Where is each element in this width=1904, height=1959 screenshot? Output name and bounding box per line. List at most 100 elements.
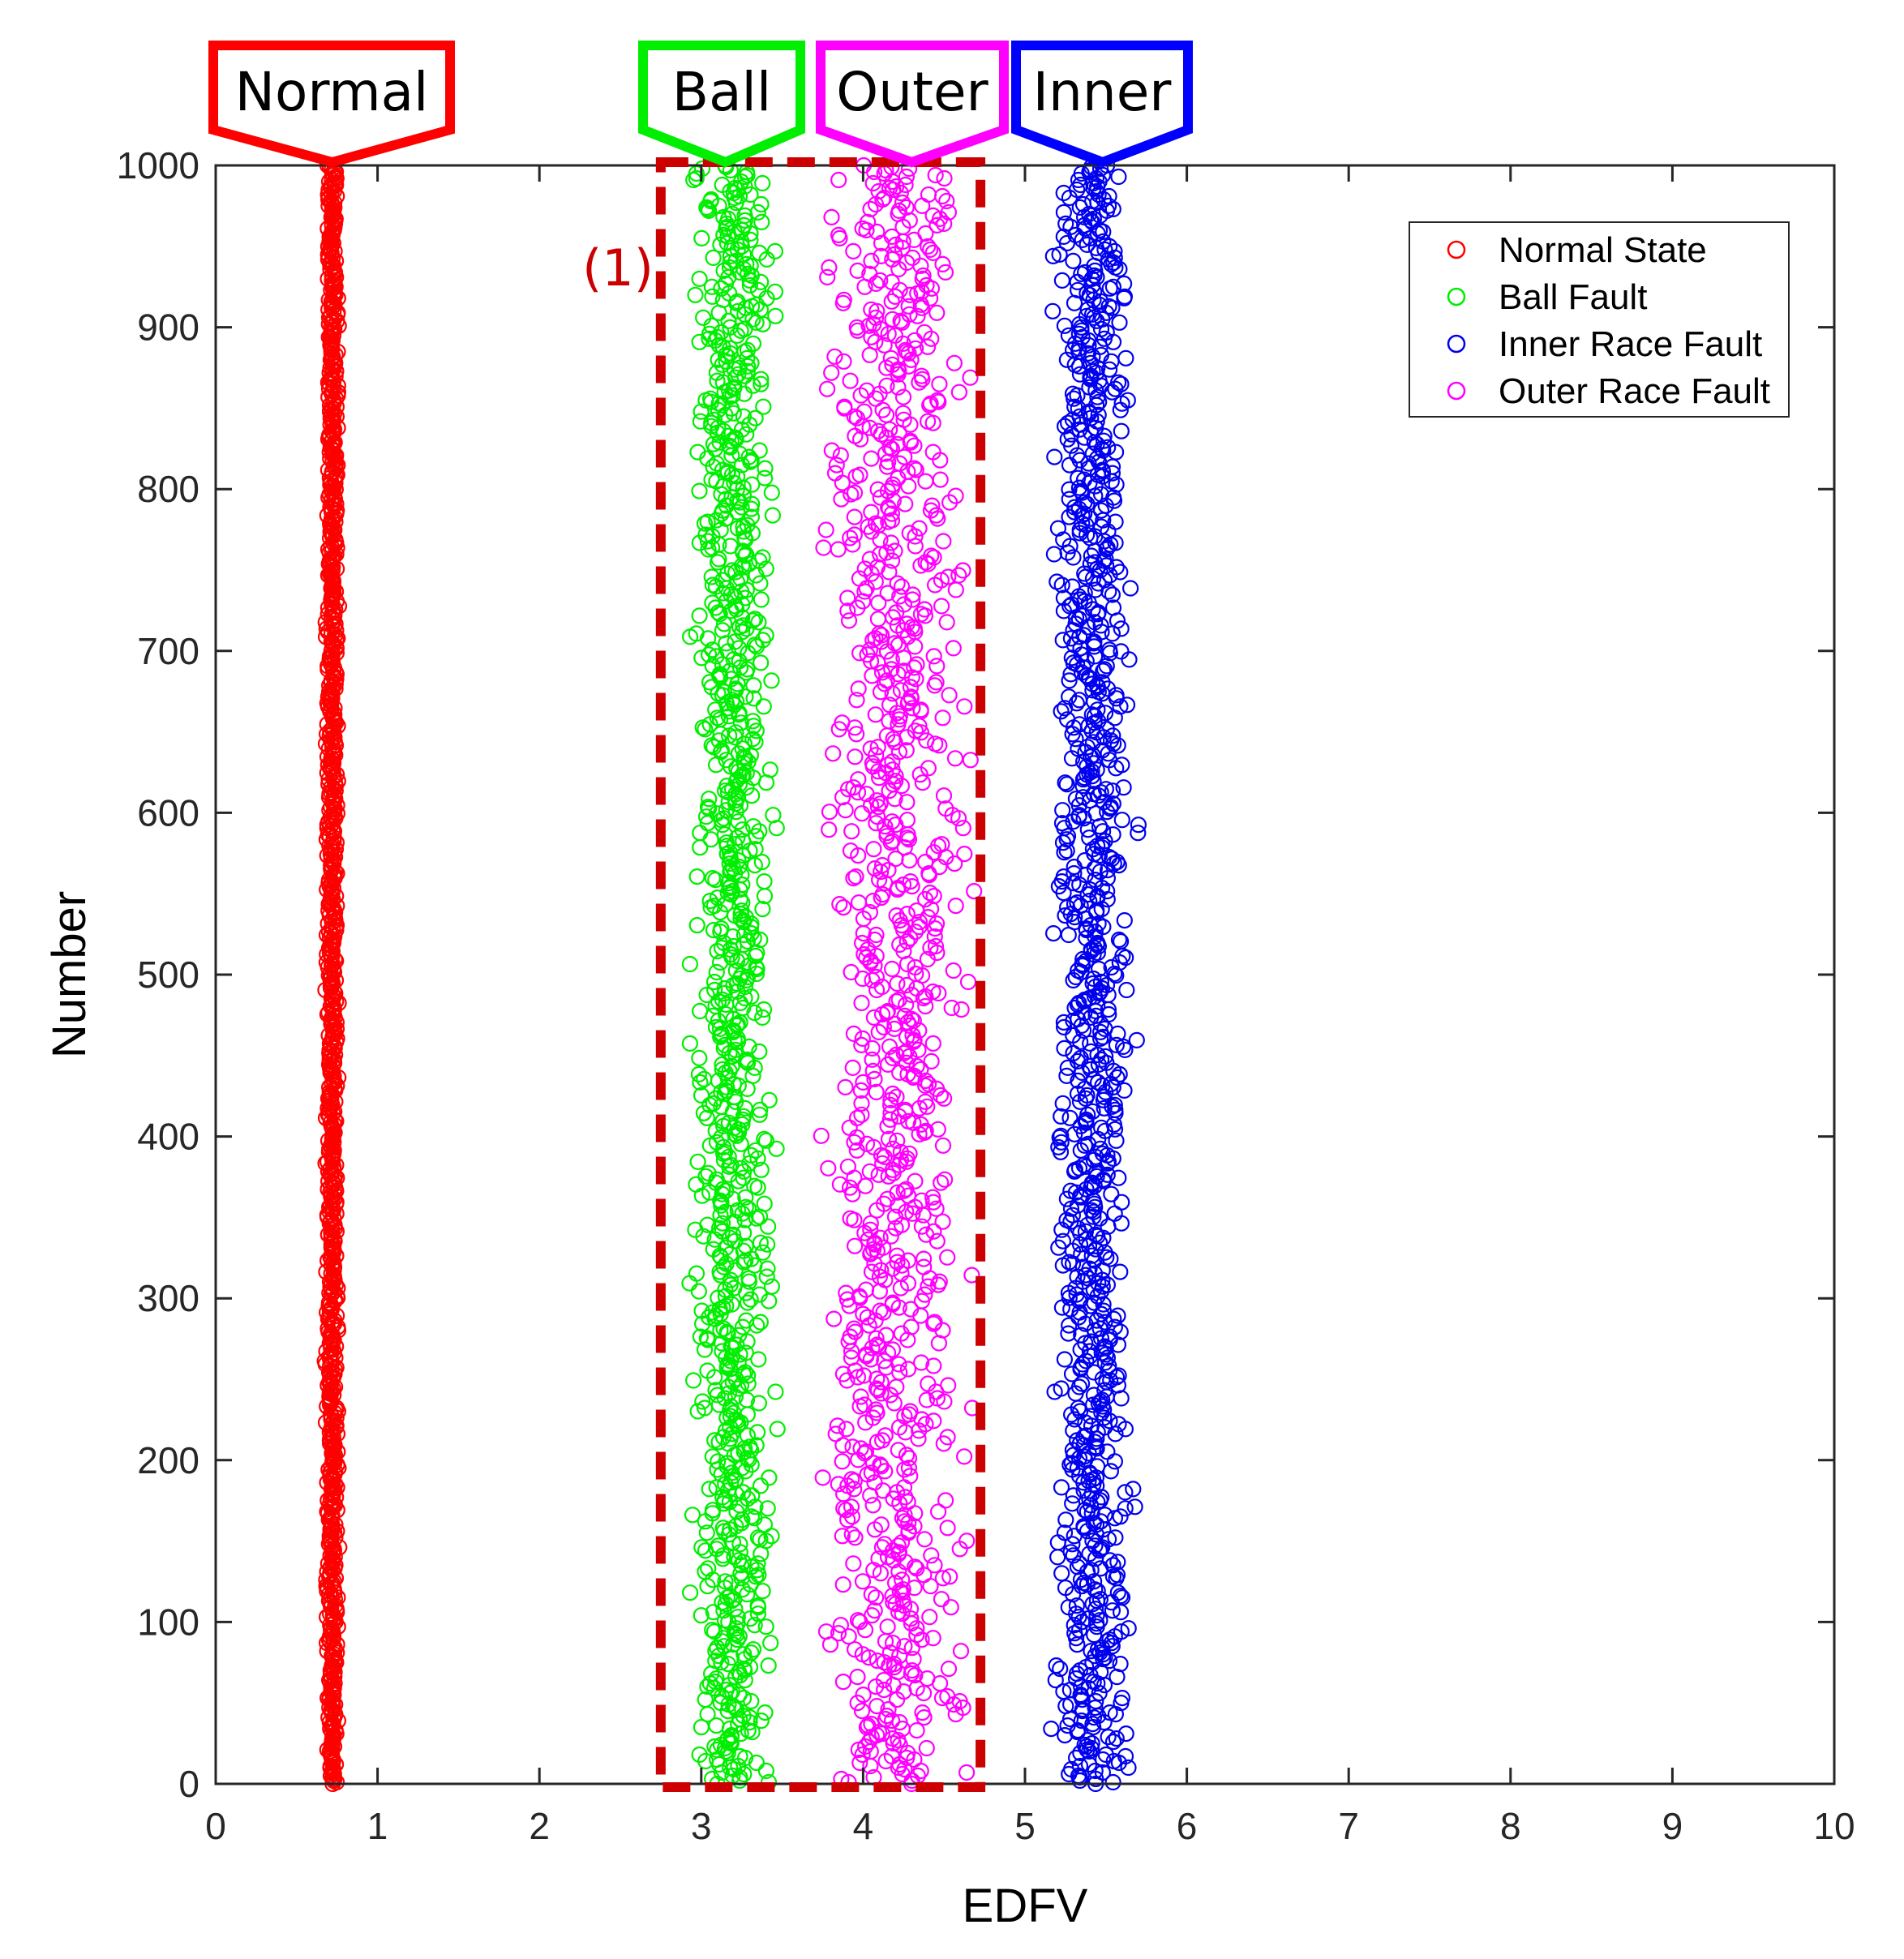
data-point: [920, 186, 937, 204]
data-point: [913, 1218, 931, 1235]
data-point: [927, 735, 944, 752]
data-point: [921, 884, 939, 902]
data-point: [901, 306, 918, 323]
data-point: [866, 859, 884, 877]
data-point: [863, 1586, 880, 1603]
data-point: [902, 286, 919, 303]
data-point: [1125, 1481, 1142, 1498]
data-point: [753, 853, 770, 871]
data-point: [1069, 894, 1086, 911]
data-point: [763, 1278, 781, 1295]
data-point: [894, 405, 911, 422]
data-point: [738, 255, 755, 272]
data-point: [946, 354, 963, 371]
data-point: [1044, 924, 1062, 942]
data-point: [761, 1091, 778, 1108]
data-point: [1109, 1567, 1126, 1584]
data-point: [701, 390, 719, 407]
data-point: [1095, 1296, 1112, 1313]
data-point: [1096, 1020, 1113, 1038]
data-point: [1066, 864, 1083, 882]
legend: Normal State Ball Fault Inner Race Fault Ou…: [1409, 221, 1790, 418]
data-point: [697, 526, 714, 543]
data-point: [1084, 1103, 1101, 1120]
data-point: [706, 981, 723, 999]
data-point: [1092, 1051, 1110, 1069]
data-point: [1096, 1100, 1113, 1117]
data-point: [899, 1112, 917, 1130]
data-point: [1073, 1713, 1090, 1730]
data-point: [1054, 632, 1071, 649]
data-point: [1061, 491, 1078, 508]
data-point: [1071, 199, 1088, 216]
data-point: [907, 965, 924, 983]
data-point: [700, 646, 718, 663]
data-point: [833, 491, 850, 508]
data-point: [889, 1254, 906, 1271]
data-point: [927, 166, 944, 184]
data-point: [1105, 489, 1122, 506]
data-point: [1104, 850, 1121, 868]
data-point: [1092, 502, 1110, 519]
data-point: [1061, 508, 1078, 525]
data-point: [718, 348, 736, 365]
data-point: [929, 1121, 946, 1138]
data-point: [920, 1375, 937, 1392]
data-point: [856, 1396, 873, 1413]
data-point: [916, 1531, 933, 1548]
data-point: [1046, 448, 1063, 465]
data-point: [954, 820, 971, 837]
data-point: [731, 1327, 748, 1344]
data-point: [936, 169, 953, 187]
data-point: [1100, 1729, 1117, 1746]
data-point: [895, 662, 913, 679]
data-point: [1068, 1286, 1085, 1303]
data-point: [1113, 375, 1130, 392]
data-point: [758, 1268, 775, 1285]
data-point: [1067, 791, 1085, 808]
data-point: [849, 262, 866, 279]
data-point: [1084, 747, 1101, 764]
data-point: [723, 562, 741, 579]
data-point: [905, 1012, 922, 1030]
data-point: [696, 1070, 713, 1088]
data-point: [712, 521, 729, 538]
data-point: [924, 1035, 941, 1052]
data-point: [703, 414, 720, 431]
data-point: [1113, 1690, 1131, 1707]
data-point: [741, 1709, 758, 1726]
data-point: [1116, 911, 1133, 929]
data-point: [881, 1644, 899, 1661]
data-point: [755, 398, 772, 415]
data-point: [746, 637, 763, 654]
data-point: [1064, 578, 1081, 595]
data-point: [766, 242, 784, 259]
data-point: [906, 332, 924, 349]
data-point: [712, 1192, 729, 1209]
data-point: [908, 656, 925, 673]
data-point: [958, 1764, 976, 1781]
data-point: [928, 304, 946, 321]
data-point: [714, 1215, 731, 1232]
data-point: [814, 1469, 831, 1486]
data-point: [747, 409, 764, 427]
data-point: [722, 1685, 739, 1702]
callout-shape: [208, 41, 455, 168]
data-point: [842, 842, 860, 859]
data-point: [907, 923, 924, 941]
data-point: [717, 1573, 734, 1590]
data-point: [899, 1361, 917, 1378]
data-point: [864, 1040, 881, 1057]
data-point: [857, 1281, 875, 1298]
data-point: [868, 1336, 886, 1353]
data-point: [1100, 583, 1117, 600]
data-point: [877, 406, 895, 423]
data-point: [328, 671, 345, 688]
data-point: [911, 520, 928, 537]
data-point: [709, 1741, 726, 1759]
x-axis-label: EDFV: [963, 1880, 1088, 1932]
data-point: [850, 680, 867, 697]
data-point: [716, 984, 733, 1002]
data-point: [891, 708, 908, 725]
data-point: [717, 1281, 734, 1298]
